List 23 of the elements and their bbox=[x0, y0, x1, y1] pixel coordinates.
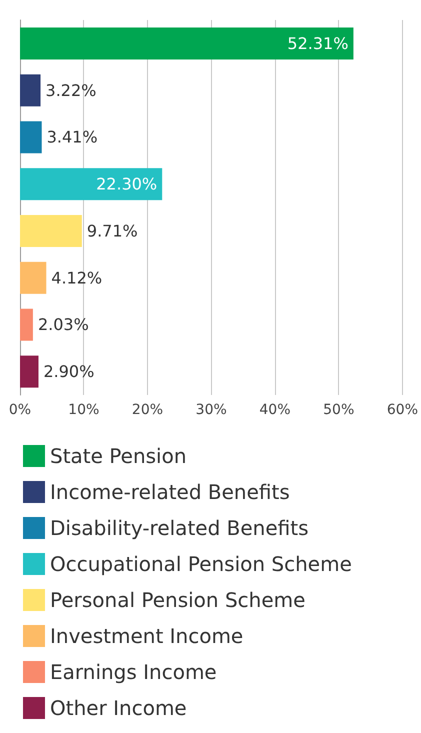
x-tick-label: 20% bbox=[132, 402, 164, 418]
data-label: 4.12% bbox=[51, 268, 102, 288]
x-tick-label: 0% bbox=[8, 402, 32, 418]
data-label: 2.03% bbox=[38, 315, 89, 334]
legend-label: Other Income bbox=[50, 696, 187, 720]
x-tick-label: 30% bbox=[196, 402, 227, 418]
legend-label: Income-related Benefits bbox=[50, 480, 290, 504]
data-label: 2.90% bbox=[43, 362, 94, 382]
legend-label: State Pension bbox=[50, 444, 187, 468]
data-label: 3.41% bbox=[46, 128, 98, 147]
data-label: 22.30% bbox=[96, 174, 158, 194]
x-tick-label: 50% bbox=[323, 402, 354, 418]
legend-label: Earnings Income bbox=[50, 660, 217, 684]
x-tick-label: 10% bbox=[68, 402, 100, 418]
legend-label: Disability-related Benefits bbox=[50, 516, 309, 540]
legend-label: Occupational Pension Scheme bbox=[50, 552, 352, 576]
data-label: 3.22% bbox=[46, 80, 96, 100]
data-label: 52.31% bbox=[287, 34, 348, 53]
data-label: 9.71% bbox=[86, 221, 138, 240]
legend-label: Investment Income bbox=[50, 624, 244, 648]
legend-label: Personal Pension Scheme bbox=[50, 588, 306, 612]
x-tick-label: 60% bbox=[386, 402, 418, 418]
x-tick-label: 40% bbox=[259, 402, 291, 418]
